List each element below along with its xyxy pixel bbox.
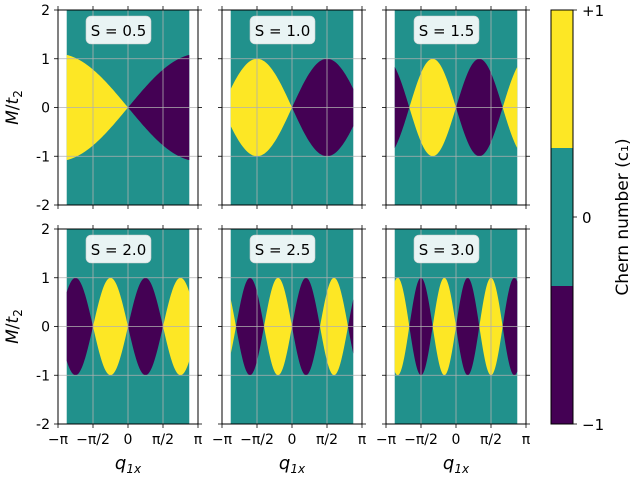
x-tick-label: −π xyxy=(212,432,233,448)
parameter-label-box xyxy=(249,234,316,264)
y-axis-label: M/t2 xyxy=(3,90,25,125)
panel-s-1-5: S = 1.5 xyxy=(382,6,530,209)
panel-s-2-5: −π −π/2 0 π/2 π q1x S = 2.5 xyxy=(212,225,367,476)
parameter-label: S = 0.5 xyxy=(91,22,146,40)
colorbar-tick-label: 0 xyxy=(582,209,592,227)
y-tick-label: -1 xyxy=(36,149,50,165)
axes-frame xyxy=(385,228,527,425)
y-axis-label: M/t2 xyxy=(3,309,25,344)
colorbar-segment-zero xyxy=(551,148,573,287)
colorbar-segment-plus-one xyxy=(551,10,573,149)
x-tick-label: 0 xyxy=(288,432,297,448)
colorbar-label: Chern number (c₁) xyxy=(613,138,633,295)
parameter-label: S = 3.0 xyxy=(419,241,474,259)
y-tick-label: -2 xyxy=(36,198,50,214)
colorbar-tick-label: −1 xyxy=(582,416,604,434)
axes-frame xyxy=(57,228,199,425)
axes-frame xyxy=(221,228,363,425)
y-tick-label: -1 xyxy=(36,368,50,384)
x-tick-label: −π/2 xyxy=(76,432,110,448)
panel-s-3: −π −π/2 0 π/2 π q1x S = 3.0 xyxy=(376,225,531,476)
parameter-label: S = 2.5 xyxy=(255,241,310,259)
colorbar-tick-label: +1 xyxy=(582,2,604,20)
x-tick-label: π/2 xyxy=(152,432,174,448)
y-tick-label: 2 xyxy=(41,222,50,238)
parameter-label-box xyxy=(413,15,480,45)
x-tick-label: π/2 xyxy=(316,432,338,448)
x-tick-label: π xyxy=(194,432,203,448)
y-tick-label: 1 xyxy=(41,271,50,287)
parameter-label: S = 1.0 xyxy=(255,22,310,40)
x-tick-label: −π/2 xyxy=(240,432,274,448)
x-tick-label: −π/2 xyxy=(404,432,438,448)
panel-s-2: -2 -1 0 1 2 −π −π/2 0 π/2 π q1x M/t2 S = 2.0 xyxy=(3,222,203,476)
x-tick-label: π xyxy=(522,432,531,448)
y-tick-label: 0 xyxy=(41,320,50,336)
axes-frame xyxy=(385,9,527,206)
x-tick-label: π xyxy=(358,432,367,448)
x-tick-label: 0 xyxy=(124,432,133,448)
y-tick-label: 1 xyxy=(41,52,50,68)
y-tick-label: 2 xyxy=(41,3,50,19)
x-axis-label: q1x xyxy=(443,453,470,476)
colorbar-segment-minus-one xyxy=(551,286,573,425)
parameter-label: S = 1.5 xyxy=(419,22,474,40)
parameter-label-box xyxy=(85,15,152,45)
parameter-label-box xyxy=(413,234,480,264)
x-tick-label: −π xyxy=(376,432,397,448)
parameter-label-box xyxy=(85,234,152,264)
axes-frame xyxy=(57,9,199,206)
x-tick-label: 0 xyxy=(452,432,461,448)
parameter-label-box xyxy=(249,15,316,45)
axes-frame xyxy=(221,9,363,206)
panel-s-1: S = 1.0 xyxy=(218,6,366,209)
parameter-label: S = 2.0 xyxy=(91,241,146,259)
x-axis-label: q1x xyxy=(115,453,142,476)
x-axis-label: q1x xyxy=(279,453,306,476)
y-tick-label: 0 xyxy=(41,101,50,117)
y-tick-label: -2 xyxy=(36,417,50,433)
x-tick-label: π/2 xyxy=(480,432,502,448)
x-tick-label: −π xyxy=(48,432,69,448)
panel-s-0-5: -2 -1 0 1 2 M/t2 S = 0.5 xyxy=(3,3,202,214)
